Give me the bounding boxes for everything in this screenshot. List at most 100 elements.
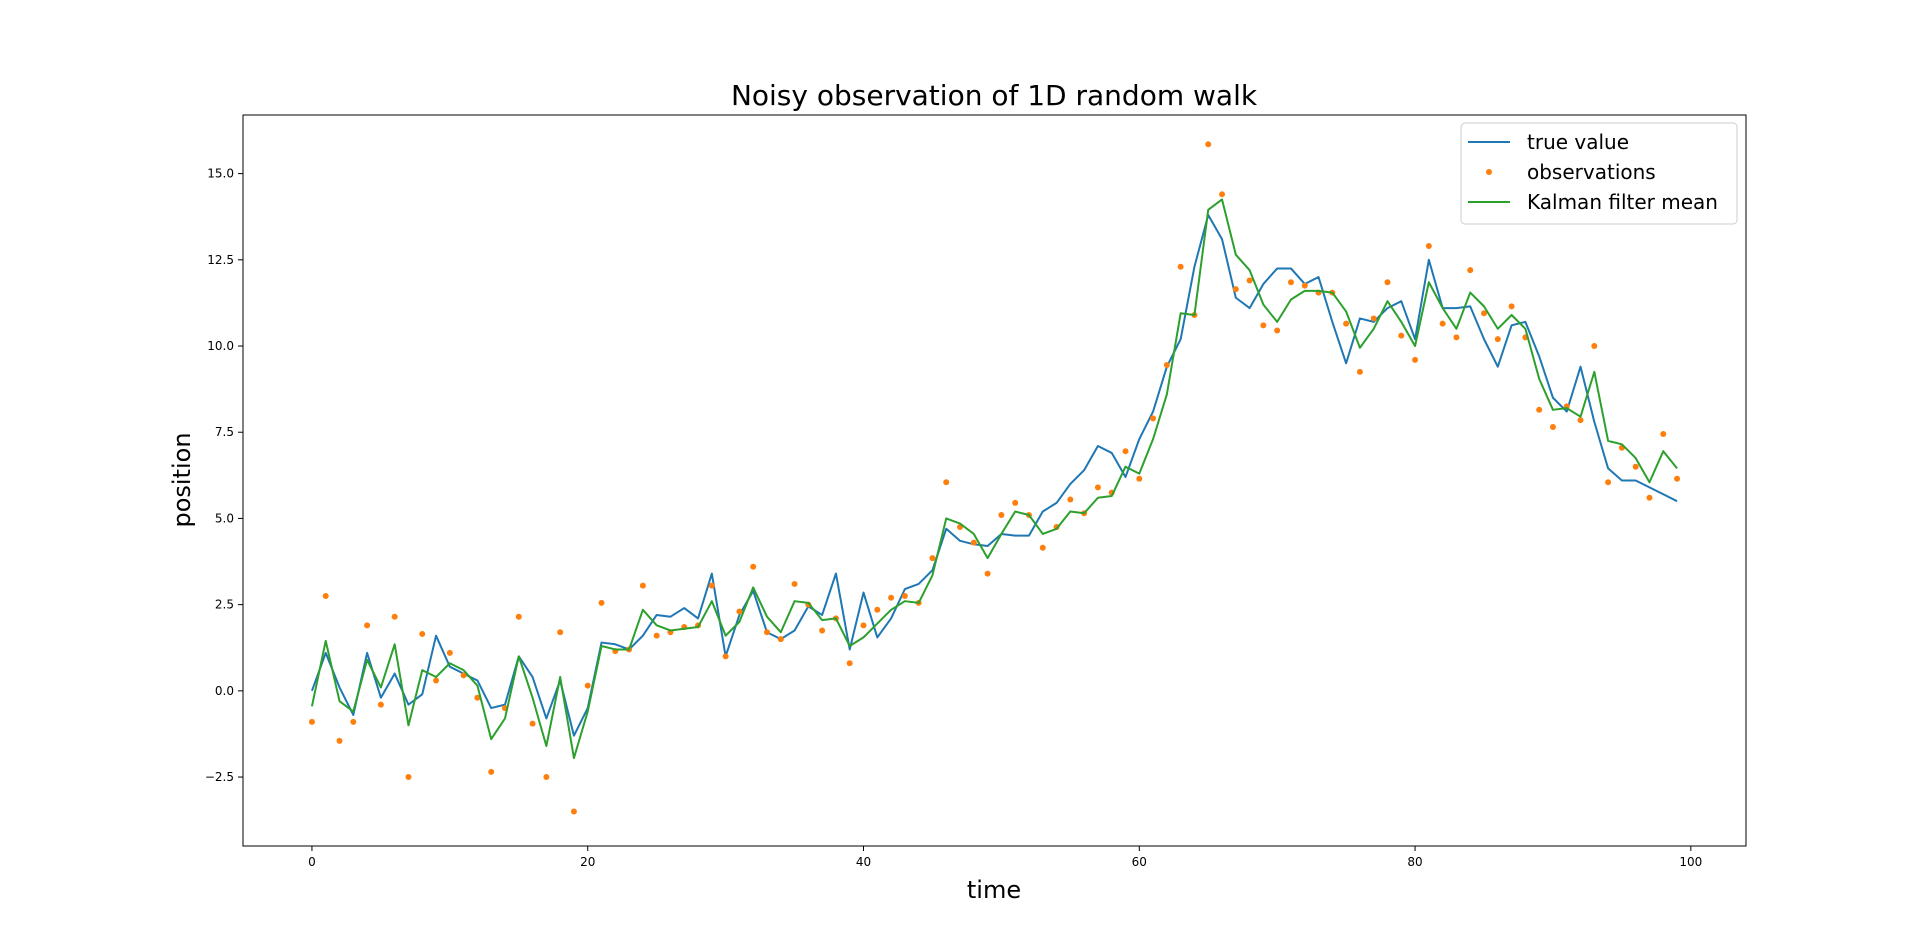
observation-point bbox=[446, 649, 453, 656]
observation-point bbox=[308, 718, 315, 725]
observation-point bbox=[750, 563, 757, 570]
observation-point bbox=[1384, 279, 1391, 286]
observation-point bbox=[460, 672, 467, 679]
x-axis-label: time bbox=[967, 876, 1021, 904]
observation-point bbox=[1343, 320, 1350, 327]
observation-point bbox=[888, 594, 895, 601]
observation-point bbox=[391, 613, 398, 620]
x-tick-label: 60 bbox=[1132, 855, 1147, 869]
chart-title: Noisy observation of 1D random walk bbox=[731, 79, 1258, 112]
observation-point bbox=[377, 701, 384, 708]
observation-point bbox=[584, 682, 591, 689]
observation-point bbox=[1136, 475, 1143, 482]
observation-point bbox=[1536, 406, 1543, 413]
observation-point bbox=[1163, 361, 1170, 368]
observation-point bbox=[1508, 303, 1515, 310]
observation-point bbox=[557, 629, 564, 636]
observation-point bbox=[1260, 322, 1267, 329]
observation-point bbox=[736, 608, 743, 615]
observation-point bbox=[1439, 320, 1446, 327]
observation-point bbox=[653, 632, 660, 639]
observation-point bbox=[1039, 544, 1046, 551]
observation-point bbox=[1067, 496, 1074, 503]
observation-point bbox=[405, 774, 412, 781]
observation-point bbox=[322, 593, 329, 600]
legend-label-kalman-filter-mean: Kalman filter mean bbox=[1527, 190, 1718, 214]
observation-point bbox=[1012, 499, 1019, 506]
observation-point bbox=[364, 622, 371, 629]
observation-point bbox=[1632, 463, 1639, 470]
observation-point bbox=[1287, 279, 1294, 286]
legend-label-observations: observations bbox=[1527, 160, 1656, 184]
y-tick-label: 10.0 bbox=[207, 339, 234, 353]
observation-point bbox=[929, 555, 936, 562]
observation-point bbox=[970, 539, 977, 546]
observation-point bbox=[1674, 475, 1681, 482]
y-tick-label: 2.5 bbox=[215, 598, 234, 612]
observation-point bbox=[488, 768, 495, 775]
legend-label-true-value: true value bbox=[1527, 130, 1629, 154]
observation-point bbox=[1122, 448, 1129, 455]
y-tick-label: 7.5 bbox=[215, 425, 234, 439]
x-tick-label: 100 bbox=[1679, 855, 1702, 869]
observation-point bbox=[598, 599, 605, 606]
y-tick-label: −2.5 bbox=[205, 770, 234, 784]
y-axis-label: position bbox=[168, 432, 196, 527]
series-layer bbox=[308, 141, 1681, 815]
observation-point bbox=[1425, 243, 1432, 250]
observation-point bbox=[722, 653, 729, 660]
observation-point bbox=[1591, 343, 1598, 350]
observation-point bbox=[336, 737, 343, 744]
observation-point bbox=[1356, 368, 1363, 375]
observation-point bbox=[708, 582, 715, 589]
legend-box bbox=[1460, 122, 1738, 225]
y-tick-label: 5.0 bbox=[215, 511, 234, 525]
observation-point bbox=[529, 720, 536, 727]
observation-point bbox=[1481, 310, 1488, 317]
observation-point bbox=[1150, 415, 1157, 422]
observation-point bbox=[943, 479, 950, 486]
observation-point bbox=[860, 622, 867, 629]
observation-point bbox=[777, 636, 784, 643]
observation-point bbox=[998, 511, 1005, 518]
observation-point bbox=[984, 570, 991, 577]
observation-point bbox=[433, 677, 440, 684]
observation-point bbox=[1177, 263, 1184, 270]
legend-swatch-observations bbox=[1486, 169, 1492, 175]
observation-point bbox=[474, 694, 481, 701]
y-tick-label: 12.5 bbox=[207, 253, 234, 267]
observation-point bbox=[1605, 479, 1612, 486]
observation-point bbox=[1370, 315, 1377, 322]
observation-point bbox=[763, 629, 770, 636]
observation-point bbox=[1549, 424, 1556, 431]
observation-point bbox=[639, 582, 646, 589]
observation-point bbox=[1646, 494, 1653, 501]
observation-point bbox=[1094, 484, 1101, 491]
observation-point bbox=[1453, 334, 1460, 341]
legend: true value observations Kalman filter me… bbox=[1460, 122, 1738, 225]
observation-point bbox=[1205, 141, 1212, 148]
observation-point bbox=[819, 627, 826, 634]
y-axis-ticks: −2.5 0.0 2.5 5.0 7.5 10.0 12.5 15.0 bbox=[205, 167, 243, 784]
x-axis-ticks: 0 20 40 60 80 100 bbox=[308, 846, 1702, 869]
observation-point bbox=[874, 606, 881, 613]
observation-point bbox=[1577, 417, 1584, 424]
x-tick-label: 40 bbox=[856, 855, 871, 869]
observation-point bbox=[350, 718, 357, 725]
y-tick-label: 15.0 bbox=[207, 167, 234, 181]
series-line-true-value bbox=[311, 214, 1678, 737]
observation-point bbox=[901, 593, 908, 600]
observation-point bbox=[1398, 332, 1405, 339]
observation-point bbox=[1301, 282, 1308, 289]
observation-point bbox=[1274, 327, 1281, 334]
observation-point bbox=[1494, 336, 1501, 343]
plot-frame bbox=[242, 114, 1747, 847]
observation-point bbox=[791, 580, 798, 587]
y-tick-label: 0.0 bbox=[215, 684, 234, 698]
observation-point bbox=[419, 630, 426, 637]
observation-point bbox=[1232, 286, 1239, 293]
observation-point bbox=[1246, 277, 1253, 284]
observation-point bbox=[1219, 191, 1226, 198]
observation-point bbox=[846, 660, 853, 667]
